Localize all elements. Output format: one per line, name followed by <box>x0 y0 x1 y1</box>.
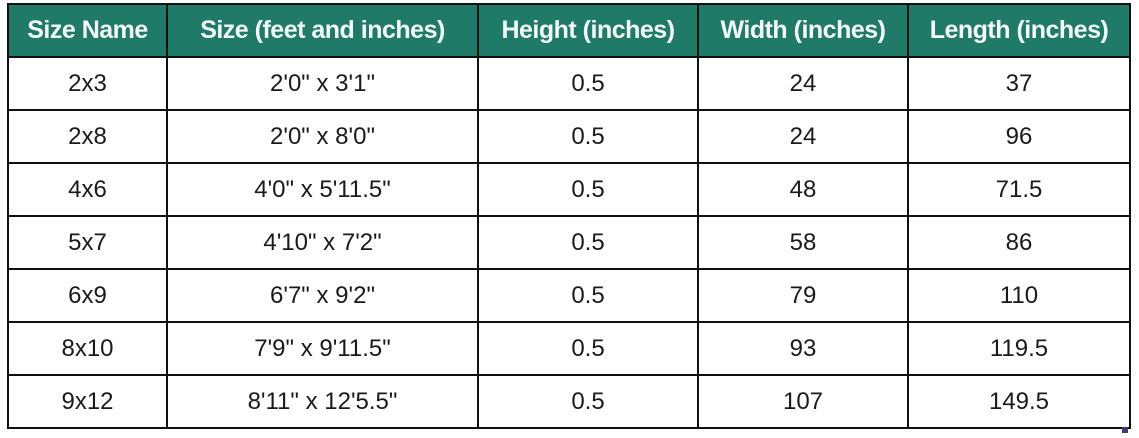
cell-size-name: 2x8 <box>7 109 168 164</box>
fill-handle[interactable] <box>1122 427 1128 433</box>
cell-size-feet-inches: 4'10" x 7'2" <box>166 215 479 270</box>
table-row: 5x7 4'10" x 7'2" 0.5 58 86 <box>7 215 1131 270</box>
cell-height: 0.5 <box>477 109 699 164</box>
cell-size-name: 2x3 <box>7 56 168 111</box>
header-row: Size Name Size (feet and inches) Height … <box>7 3 1131 58</box>
header-size-name: Size Name <box>7 3 168 58</box>
cell-size-name: 4x6 <box>7 162 168 217</box>
cell-size-feet-inches: 2'0" x 3'1" <box>166 56 479 111</box>
table-row: 8x10 7'9" x 9'11.5" 0.5 93 119.5 <box>7 321 1131 376</box>
cell-size-name: 9x12 <box>7 374 168 429</box>
cell-width: 48 <box>697 162 909 217</box>
cell-height: 0.5 <box>477 56 699 111</box>
cell-size-feet-inches: 8'11" x 12'5.5" <box>166 374 479 429</box>
header-length: Length (inches) <box>907 3 1131 58</box>
cell-length: 119.5 <box>907 321 1131 376</box>
cell-length: 110 <box>907 268 1131 323</box>
cell-height: 0.5 <box>477 321 699 376</box>
table-row: 2x8 2'0" x 8'0" 0.5 24 96 <box>7 109 1131 164</box>
table-row: 6x9 6'7" x 9'2" 0.5 79 110 <box>7 268 1131 323</box>
cell-size-name: 5x7 <box>7 215 168 270</box>
cell-length: 71.5 <box>907 162 1131 217</box>
cell-width: 58 <box>697 215 909 270</box>
table-row: 9x12 8'11" x 12'5.5" 0.5 107 149.5 <box>7 374 1131 429</box>
cell-width: 24 <box>697 109 909 164</box>
cell-size-feet-inches: 2'0" x 8'0" <box>166 109 479 164</box>
cell-size-name: 6x9 <box>7 268 168 323</box>
cell-length: 86 <box>907 215 1131 270</box>
cell-width: 107 <box>697 374 909 429</box>
cell-height: 0.5 <box>477 162 699 217</box>
cell-size-feet-inches: 4'0" x 5'11.5" <box>166 162 479 217</box>
cell-height: 0.5 <box>477 268 699 323</box>
cell-length: 96 <box>907 109 1131 164</box>
cell-length: 149.5 <box>907 374 1131 429</box>
cell-height: 0.5 <box>477 215 699 270</box>
cell-width: 93 <box>697 321 909 376</box>
header-height: Height (inches) <box>477 3 699 58</box>
table-row: 4x6 4'0" x 5'11.5" 0.5 48 71.5 <box>7 162 1131 217</box>
cell-size-feet-inches: 7'9" x 9'11.5" <box>166 321 479 376</box>
size-table: Size Name Size (feet and inches) Height … <box>7 3 1131 429</box>
cell-height: 0.5 <box>477 374 699 429</box>
table-row: 2x3 2'0" x 3'1" 0.5 24 37 <box>7 56 1131 111</box>
cell-length: 37 <box>907 56 1131 111</box>
cell-size-name: 8x10 <box>7 321 168 376</box>
cell-width: 24 <box>697 56 909 111</box>
header-size-feet-inches: Size (feet and inches) <box>166 3 479 58</box>
cell-width: 79 <box>697 268 909 323</box>
cell-size-feet-inches: 6'7" x 9'2" <box>166 268 479 323</box>
header-width: Width (inches) <box>697 3 909 58</box>
